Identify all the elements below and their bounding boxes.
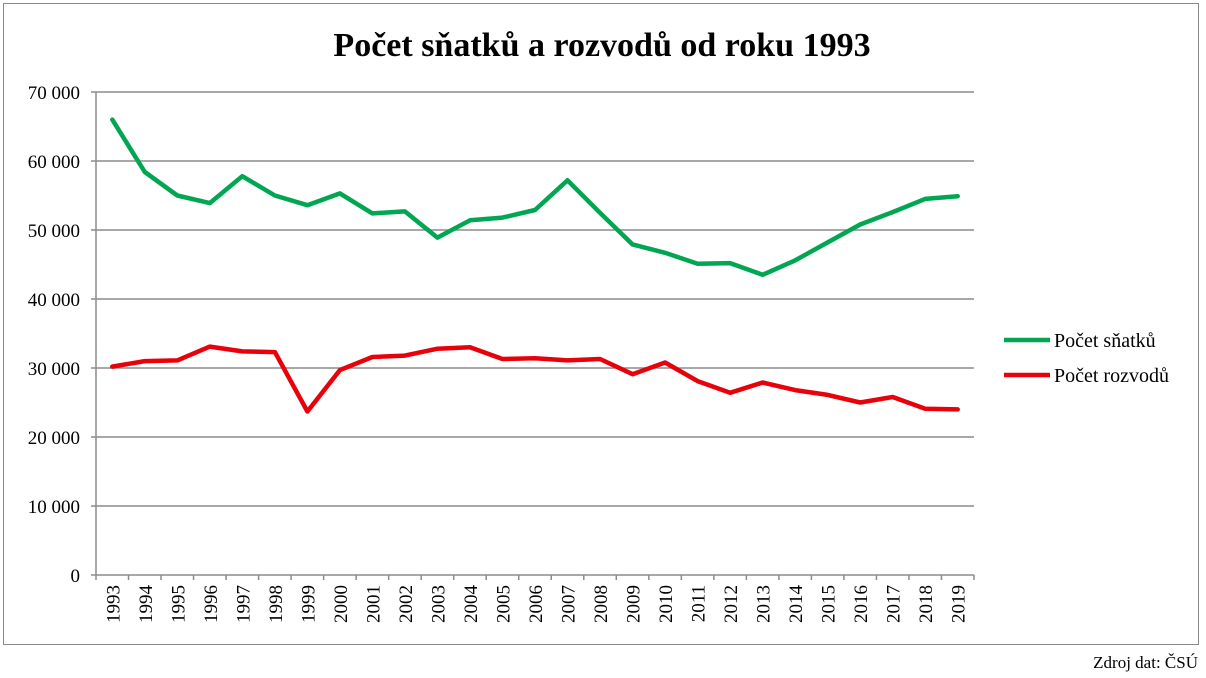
x-tick-label: 2002 [396, 585, 417, 623]
x-tick-label: 2015 [819, 585, 840, 623]
series-lines [110, 117, 960, 414]
x-tick-label: 2019 [949, 585, 970, 623]
x-tick-label: 1999 [298, 585, 319, 623]
line-chart: Počet sňatků a rozvodů od roku 1993 0 10 … [28, 27, 1169, 624]
y-tick-label: 30 000 [28, 359, 80, 380]
y-tick-label: 10 000 [28, 497, 80, 518]
x-tick-label: 2016 [851, 585, 872, 623]
x-tick-label: 2011 [689, 585, 710, 622]
y-tick-label: 60 000 [28, 152, 80, 173]
x-tick-label: 2014 [786, 585, 807, 624]
x-tick-label: 2005 [493, 585, 514, 623]
x-tick-label: 1994 [136, 585, 157, 624]
y-tick-label: 20 000 [28, 428, 80, 449]
x-tick-label: 2001 [363, 585, 384, 623]
legend: Počet sňatků Počet rozvodů [1004, 330, 1169, 387]
x-tick-label: 2018 [916, 585, 937, 623]
x-tick-label: 2012 [721, 585, 742, 623]
x-tick-label: 1996 [201, 585, 222, 623]
source-note: Zdroj dat: ČSÚ [1093, 653, 1198, 672]
y-tick-label: 0 [71, 566, 81, 587]
x-tick-label: 1995 [168, 585, 189, 623]
x-tick-label: 1998 [266, 585, 287, 623]
y-tick-label: 50 000 [28, 221, 80, 242]
chart-title: Počet sňatků a rozvodů od roku 1993 [333, 27, 870, 64]
x-tick-label: 2004 [461, 585, 482, 624]
y-axis-tick-labels: 0 10 000 20 000 30 000 40 000 50 000 60 000 70 … [28, 83, 80, 587]
x-tick-label: 2003 [428, 585, 449, 623]
x-tick-label: 1993 [103, 585, 124, 623]
axes [91, 91, 975, 580]
chart-frame: Počet sňatků a rozvodů od roku 1993 0 10 … [3, 3, 1199, 645]
legend-label: Počet rozvodů [1054, 365, 1169, 387]
y-tick-label: 40 000 [28, 290, 80, 311]
x-tick-label: 2013 [754, 585, 775, 623]
x-tick-label: 2006 [526, 585, 547, 623]
x-tick-label: 2008 [591, 585, 612, 623]
x-tick-label: 2009 [624, 585, 645, 623]
x-tick-label: 2007 [559, 585, 580, 623]
y-tick-label: 70 000 [28, 83, 80, 104]
series-line [110, 344, 960, 414]
x-tick-label: 2017 [884, 585, 905, 623]
x-tick-label: 2010 [656, 585, 677, 623]
legend-label: Počet sňatků [1054, 330, 1156, 352]
gridlines [96, 91, 974, 507]
x-tick-label: 2000 [331, 585, 352, 623]
x-tick-label: 1997 [233, 585, 254, 623]
series-line [110, 117, 960, 278]
x-axis-tick-labels: 1993 1994 1995 1996 1997 1998 1999 2000 2001 2002… [103, 585, 969, 624]
